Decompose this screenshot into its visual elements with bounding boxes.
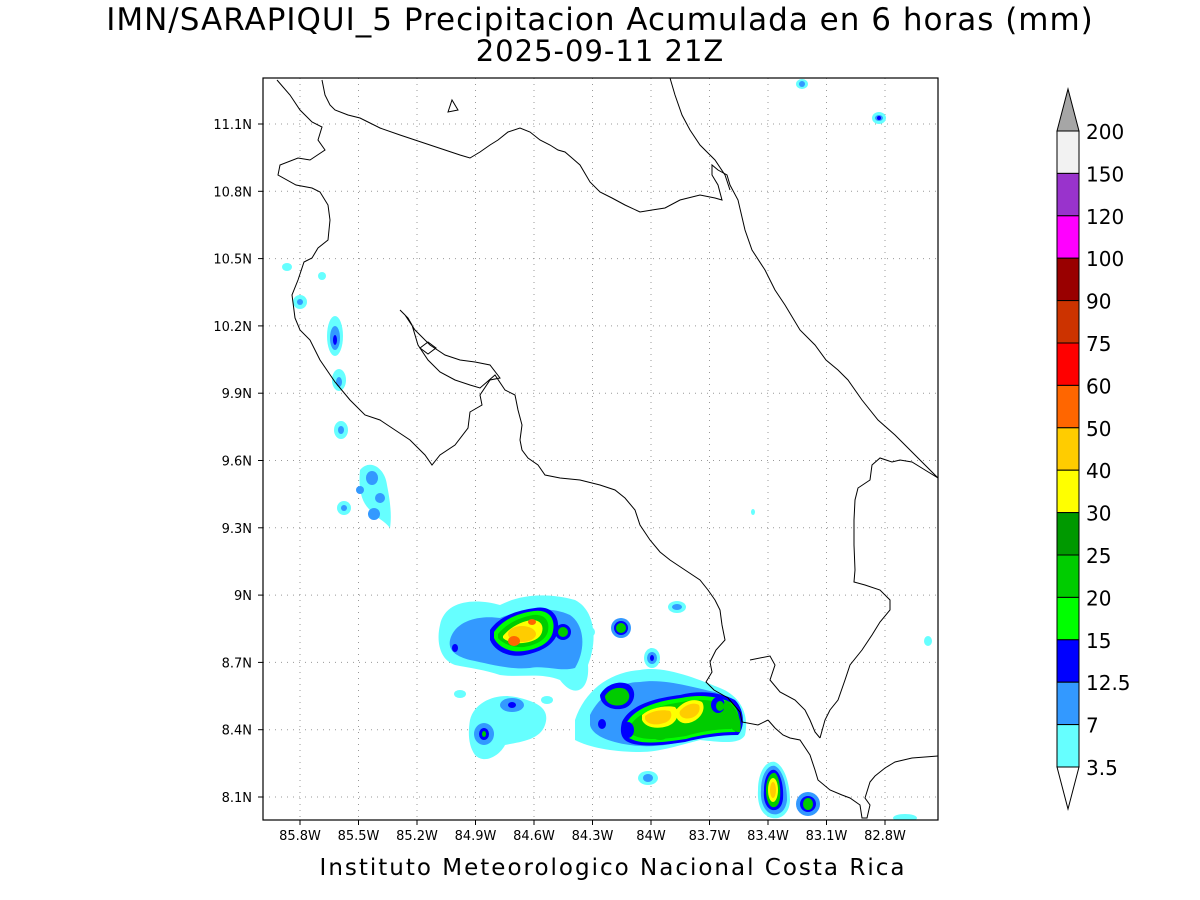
- lat-tick-label: 9.6N: [222, 455, 252, 470]
- lat-tick-label: 10.2N: [213, 320, 252, 335]
- precip-cell-golfito: [757, 761, 917, 820]
- colorbar-level-label: 90: [1086, 290, 1111, 314]
- colorbar-swatch: [1056, 384, 1080, 429]
- colorbar-min-arrow: [1056, 766, 1080, 811]
- lat-tick-label: 9.3N: [222, 522, 252, 537]
- lon-tick-label: 84.6W: [513, 829, 555, 844]
- longitude-labels: 85.8W 85.5W 85.2W 84.9W 84.6W 84.3W 84W 83.7W 83…: [279, 820, 906, 844]
- colorbar-level-label: 30: [1086, 502, 1111, 526]
- lon-tick-label: 84.9W: [455, 829, 497, 844]
- footer-credit: Instituto Meteorologico Nacional Costa R…: [319, 855, 907, 881]
- colorbar-level-label: 75: [1086, 332, 1111, 356]
- colorbar-swatch: [1056, 681, 1080, 726]
- lon-tick-label: 85.5W: [338, 829, 380, 844]
- precipitation-field: [282, 79, 932, 820]
- lon-tick-label: 85.2W: [396, 829, 438, 844]
- lat-tick-label: 8.4N: [222, 724, 252, 739]
- colorbar: 200 150 120 100 90 75 60 50 40 30 25 20 15 12.5 7 3.5: [1056, 87, 1131, 811]
- colorbar-swatch: [1056, 596, 1080, 641]
- colorbar-swatch: [1056, 130, 1080, 174]
- colorbar-level-label: 120: [1086, 205, 1124, 229]
- colorbar-swatch: [1056, 257, 1080, 302]
- colorbar-level-label: 60: [1086, 374, 1111, 398]
- lat-tick-label: 11.1N: [213, 118, 252, 133]
- colorbar-level-label: 40: [1086, 459, 1111, 483]
- precip-cell-central-pacific: [438, 595, 595, 691]
- lat-tick-label: 8.7N: [222, 656, 252, 671]
- chart-title: IMN/SARAPIQUI_5 Precipitacion Acumulada …: [106, 2, 1094, 38]
- lon-tick-label: 82.8W: [864, 829, 906, 844]
- lat-tick-label: 9.9N: [222, 387, 252, 402]
- colorbar-level-label: 25: [1086, 544, 1111, 568]
- colorbar-level-label: 15: [1086, 629, 1111, 653]
- chart-subtitle: 2025-09-11 21Z: [475, 34, 725, 68]
- lat-tick-label: 10.8N: [213, 185, 252, 200]
- precip-cell-guanacaste: [282, 263, 391, 528]
- precip-cell-caribbean: [751, 79, 932, 646]
- precip-cell-southeast: [575, 669, 747, 752]
- colorbar-level-label: 3.5: [1086, 756, 1118, 780]
- colorbar-level-label: 100: [1086, 247, 1124, 271]
- colorbar-swatch: [1056, 512, 1080, 556]
- colorbar-swatch: [1056, 724, 1080, 768]
- lon-tick-label: 83.7W: [689, 829, 731, 844]
- lon-tick-label: 84W: [636, 829, 666, 844]
- colorbar-level-label: 50: [1086, 417, 1111, 441]
- colorbar-swatch: [1056, 172, 1080, 217]
- precip-cell-84w: [611, 601, 686, 785]
- colorbar-swatch: [1056, 554, 1080, 598]
- colorbar-level-label: 12.5: [1086, 671, 1131, 695]
- colorbar-swatch: [1056, 215, 1080, 259]
- colorbar-level-label: 150: [1086, 162, 1124, 186]
- colorbar-swatch: [1056, 300, 1080, 344]
- colorbar-swatch: [1056, 427, 1080, 471]
- latitude-labels: 11.1N 10.8N 10.5N 10.2N 9.9N 9.6N 9.3N 9N 8.7N 8.…: [213, 118, 263, 806]
- precip-cell-osa: [454, 690, 553, 760]
- lat-tick-label: 10.5N: [213, 253, 252, 268]
- lon-tick-label: 85.8W: [279, 829, 321, 844]
- lat-tick-label: 8.1N: [222, 791, 252, 806]
- lon-tick-label: 83.1W: [806, 829, 848, 844]
- colorbar-swatch: [1056, 342, 1080, 386]
- coastline: [276, 78, 938, 819]
- colorbar-swatch: [1056, 469, 1080, 514]
- colorbar-level-label: 200: [1086, 120, 1124, 144]
- lon-tick-label: 84.3W: [572, 829, 614, 844]
- colorbar-level-label: 7: [1086, 714, 1099, 738]
- colorbar-max-arrow: [1056, 87, 1080, 132]
- lon-tick-label: 83.4W: [747, 829, 789, 844]
- map-frame: [262, 77, 939, 821]
- colorbar-level-label: 20: [1086, 586, 1111, 610]
- lat-tick-label: 9N: [234, 589, 252, 604]
- colorbar-swatch: [1056, 639, 1080, 683]
